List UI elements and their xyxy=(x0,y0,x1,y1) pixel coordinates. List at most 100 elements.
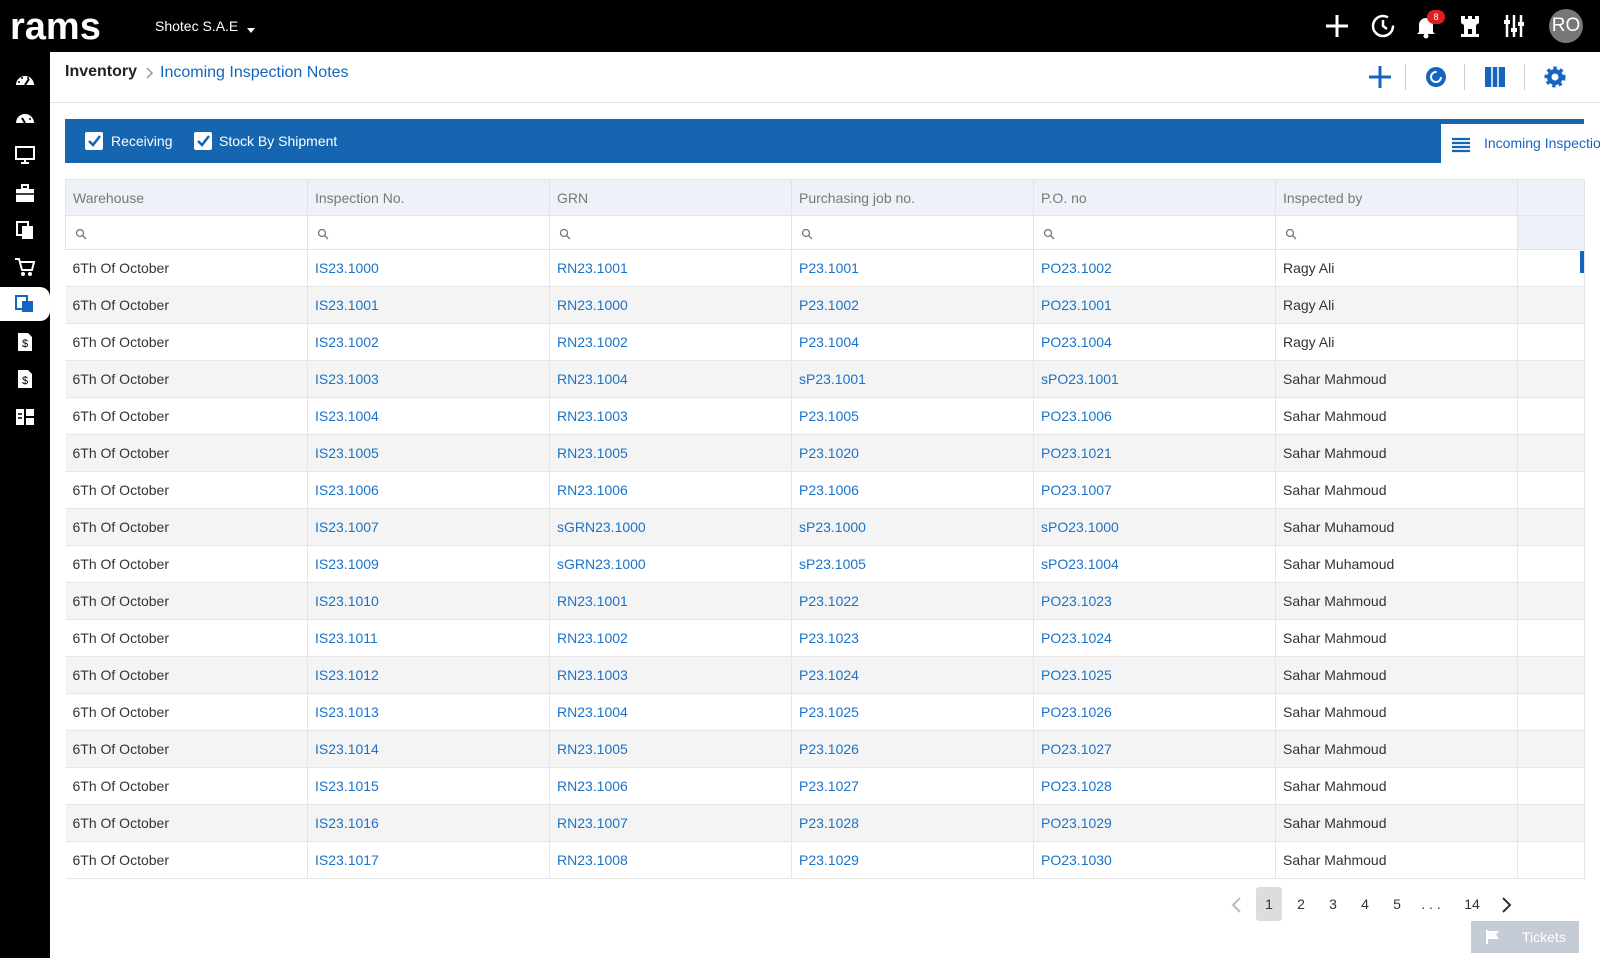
table-row[interactable]: 6Th Of October IS23.1007 sGRN23.1000 sP23.1… xyxy=(65,508,1585,546)
cell-grn[interactable]: RN23.1004 xyxy=(549,693,792,731)
sidebar-item-grid-layout[interactable] xyxy=(0,400,50,434)
user-avatar[interactable]: RO xyxy=(1549,9,1583,43)
page-14[interactable]: 14 xyxy=(1464,896,1480,912)
sidebar-item-briefcase[interactable] xyxy=(0,176,50,210)
cell-grn[interactable]: RN23.1003 xyxy=(549,656,792,694)
cell-po-no[interactable]: PO23.1026 xyxy=(1033,693,1276,731)
cell-inspection-no[interactable]: IS23.1003 xyxy=(307,360,550,398)
table-row[interactable]: 6Th Of October IS23.1013 RN23.1004 P23.1025… xyxy=(65,693,1585,731)
column-header-grn[interactable]: GRN xyxy=(549,179,792,216)
cell-grn[interactable]: RN23.1003 xyxy=(549,397,792,435)
chevron-left-icon[interactable] xyxy=(1230,896,1244,914)
cell-po-no[interactable]: PO23.1004 xyxy=(1033,323,1276,361)
add-icon[interactable] xyxy=(1367,64,1393,90)
view-tab-incoming-inspection[interactable]: Incoming Inspection ... xyxy=(1441,124,1600,163)
cell-purchasing-job-no[interactable]: P23.1002 xyxy=(791,286,1034,324)
cell-grn[interactable]: RN23.1002 xyxy=(549,619,792,657)
receiving-label[interactable]: Receiving xyxy=(111,133,173,149)
receiving-checkbox[interactable] xyxy=(85,132,103,150)
cell-po-no[interactable]: PO23.1023 xyxy=(1033,582,1276,620)
cell-inspection-no[interactable]: IS23.1000 xyxy=(307,249,550,287)
chevron-right-icon[interactable] xyxy=(1499,896,1513,914)
page-5[interactable]: 5 xyxy=(1393,896,1401,912)
stock-by-shipment-checkbox[interactable] xyxy=(194,132,212,150)
cell-inspection-no[interactable]: IS23.1015 xyxy=(307,767,550,805)
sidebar-item-documents[interactable] xyxy=(0,213,50,247)
table-row[interactable]: 6Th Of October IS23.1011 RN23.1002 P23.1023… xyxy=(65,619,1585,657)
cell-grn[interactable]: RN23.1004 xyxy=(549,360,792,398)
cell-inspection-no[interactable]: IS23.1007 xyxy=(307,508,550,546)
cell-purchasing-job-no[interactable]: P23.1004 xyxy=(791,323,1034,361)
table-row[interactable]: 6Th Of October IS23.1017 RN23.1008 P23.1029… xyxy=(65,841,1585,879)
sidebar-item-cart[interactable] xyxy=(0,250,50,284)
columns-icon[interactable] xyxy=(1482,64,1508,90)
cell-po-no[interactable]: PO23.1028 xyxy=(1033,767,1276,805)
table-row[interactable]: 6Th Of October IS23.1015 RN23.1006 P23.1027… xyxy=(65,767,1585,805)
cell-po-no[interactable]: PO23.1002 xyxy=(1033,249,1276,287)
cell-purchasing-job-no[interactable]: P23.1023 xyxy=(791,619,1034,657)
cell-po-no[interactable]: PO23.1024 xyxy=(1033,619,1276,657)
cell-purchasing-job-no[interactable]: P23.1026 xyxy=(791,730,1034,768)
cell-po-no[interactable]: PO23.1025 xyxy=(1033,656,1276,694)
stock-by-shipment-label[interactable]: Stock By Shipment xyxy=(219,133,338,149)
cell-inspection-no[interactable]: IS23.1013 xyxy=(307,693,550,731)
cell-po-no[interactable]: PO23.1007 xyxy=(1033,471,1276,509)
table-row[interactable]: 6Th Of October IS23.1003 RN23.1004 sP23.100… xyxy=(65,360,1585,398)
filter-inspection-no[interactable] xyxy=(307,215,550,250)
filter-warehouse[interactable] xyxy=(65,215,308,250)
cell-purchasing-job-no[interactable]: P23.1024 xyxy=(791,656,1034,694)
cell-inspection-no[interactable]: IS23.1017 xyxy=(307,841,550,879)
cell-grn[interactable]: sGRN23.1000 xyxy=(549,545,792,583)
cell-purchasing-job-no[interactable]: sP23.1005 xyxy=(791,545,1034,583)
cell-po-no[interactable]: PO23.1006 xyxy=(1033,397,1276,435)
cell-purchasing-job-no[interactable]: sP23.1001 xyxy=(791,360,1034,398)
cell-po-no[interactable]: PO23.1030 xyxy=(1033,841,1276,879)
cell-po-no[interactable]: PO23.1027 xyxy=(1033,730,1276,768)
scrollbar[interactable] xyxy=(1580,251,1584,273)
page-3[interactable]: 3 xyxy=(1329,896,1337,912)
cell-po-no[interactable]: PO23.1001 xyxy=(1033,286,1276,324)
cell-po-no[interactable]: sPO23.1001 xyxy=(1033,360,1276,398)
cell-po-no[interactable]: sPO23.1000 xyxy=(1033,508,1276,546)
cell-po-no[interactable]: PO23.1029 xyxy=(1033,804,1276,842)
page-4[interactable]: 4 xyxy=(1361,896,1369,912)
cell-inspection-no[interactable]: IS23.1016 xyxy=(307,804,550,842)
cell-purchasing-job-no[interactable]: P23.1025 xyxy=(791,693,1034,731)
cell-purchasing-job-no[interactable]: P23.1020 xyxy=(791,434,1034,472)
table-row[interactable]: 6Th Of October IS23.1000 RN23.1001 P23.1001… xyxy=(65,249,1585,287)
table-row[interactable]: 6Th Of October IS23.1009 sGRN23.1000 sP23.1… xyxy=(65,545,1585,583)
cell-grn[interactable]: RN23.1000 xyxy=(549,286,792,324)
table-row[interactable]: 6Th Of October IS23.1001 RN23.1000 P23.1002… xyxy=(65,286,1585,324)
cell-grn[interactable]: RN23.1002 xyxy=(549,323,792,361)
cell-inspection-no[interactable]: IS23.1002 xyxy=(307,323,550,361)
cell-grn[interactable]: RN23.1001 xyxy=(549,249,792,287)
cell-grn[interactable]: RN23.1005 xyxy=(549,730,792,768)
cell-purchasing-job-no[interactable]: P23.1005 xyxy=(791,397,1034,435)
cell-inspection-no[interactable]: IS23.1014 xyxy=(307,730,550,768)
cell-po-no[interactable]: sPO23.1004 xyxy=(1033,545,1276,583)
cell-purchasing-job-no[interactable]: P23.1029 xyxy=(791,841,1034,879)
cell-inspection-no[interactable]: IS23.1011 xyxy=(307,619,550,657)
sliders-icon[interactable] xyxy=(1500,12,1528,40)
sidebar-item-speedometer[interactable] xyxy=(0,101,50,135)
cell-purchasing-job-no[interactable]: sP23.1000 xyxy=(791,508,1034,546)
chevron-down-icon[interactable] xyxy=(247,28,255,33)
cell-grn[interactable]: sGRN23.1000 xyxy=(549,508,792,546)
cell-inspection-no[interactable]: IS23.1012 xyxy=(307,656,550,694)
sidebar-item-inventory[interactable] xyxy=(0,287,50,321)
cell-inspection-no[interactable]: IS23.1010 xyxy=(307,582,550,620)
sidebar-item-monitor[interactable] xyxy=(0,138,50,172)
table-row[interactable]: 6Th Of October IS23.1006 RN23.1006 P23.1006… xyxy=(65,471,1585,509)
cell-purchasing-job-no[interactable]: P23.1028 xyxy=(791,804,1034,842)
table-row[interactable]: 6Th Of October IS23.1016 RN23.1007 P23.1028… xyxy=(65,804,1585,842)
table-row[interactable]: 6Th Of October IS23.1014 RN23.1005 P23.1026… xyxy=(65,730,1585,768)
table-row[interactable]: 6Th Of October IS23.1005 RN23.1005 P23.1020… xyxy=(65,434,1585,472)
column-header-inspection-no[interactable]: Inspection No. xyxy=(307,179,550,216)
company-name[interactable]: Shotec S.A.E xyxy=(155,18,239,34)
cell-purchasing-job-no[interactable]: P23.1001 xyxy=(791,249,1034,287)
gear-icon[interactable] xyxy=(1542,64,1568,90)
cell-inspection-no[interactable]: IS23.1009 xyxy=(307,545,550,583)
cell-grn[interactable]: RN23.1006 xyxy=(549,471,792,509)
refresh-icon[interactable] xyxy=(1423,64,1449,90)
breadcrumb-root[interactable]: Inventory xyxy=(65,63,138,80)
